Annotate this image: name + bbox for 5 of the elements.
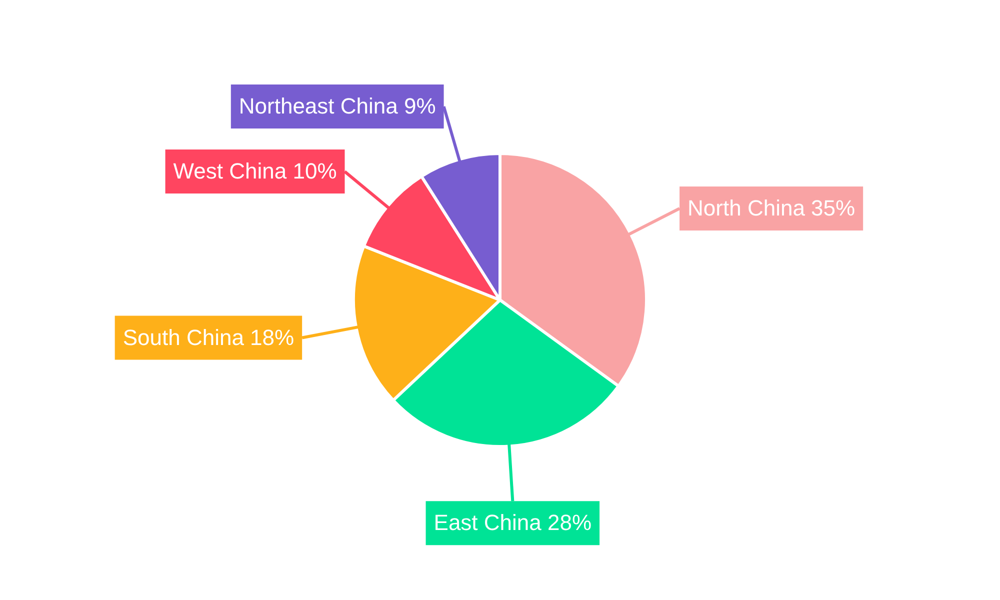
slice-label: Northeast China 9% <box>238 94 436 119</box>
slice-label: South China 18% <box>122 324 294 350</box>
slice-label: West China 10% <box>173 158 337 184</box>
slice-label: North China 35% <box>688 196 856 221</box>
slice-label: East China 28% <box>434 510 592 536</box>
